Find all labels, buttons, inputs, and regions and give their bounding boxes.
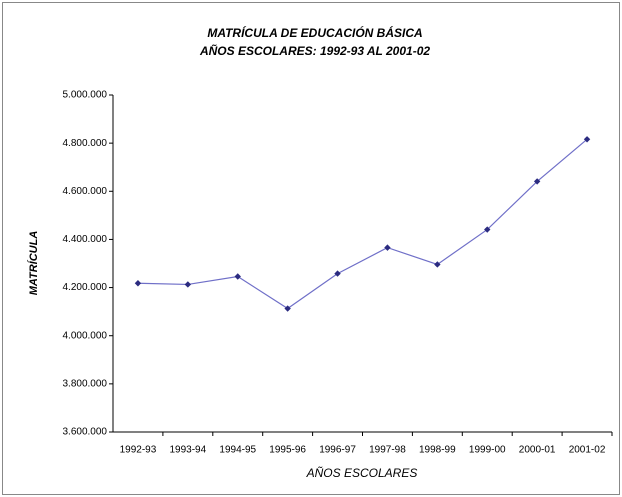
x-tick-label: 1994-95 — [219, 445, 256, 456]
chart-subtitle: AÑOS ESCOLARES: 1992-93 AL 2001-02 — [199, 43, 430, 58]
y-tick-label: 3.600.000 — [63, 427, 108, 438]
x-tick-label: 2000-01 — [519, 445, 556, 456]
data-point — [384, 244, 391, 251]
data-point — [533, 178, 541, 185]
data-point — [484, 226, 491, 233]
y-axis-label: MATRÍCULA — [27, 231, 40, 296]
data-point — [334, 270, 341, 277]
y-tick-label: 4.400.000 — [63, 234, 108, 245]
x-axis-label: AÑOS ESCOLARES — [306, 466, 418, 480]
data-point — [234, 273, 241, 280]
y-tick-label: 4.600.000 — [63, 186, 108, 197]
series-line — [137, 138, 588, 310]
data-point — [434, 261, 441, 268]
chart-title: MATRÍCULA DE EDUCACIÓN BÁSICA — [207, 25, 422, 40]
data-point — [583, 136, 591, 143]
x-tick-label: 2001-02 — [569, 445, 606, 456]
y-tick-label: 4.000.000 — [63, 330, 108, 341]
x-tick-label: 1997-98 — [369, 445, 406, 456]
x-tick-label: 1993-94 — [169, 445, 206, 456]
y-tick-label: 4.200.000 — [63, 282, 108, 293]
data-point — [184, 281, 192, 288]
data-point — [134, 280, 142, 287]
x-tick-label: 1996-97 — [319, 445, 356, 456]
x-tick-label: 1995-96 — [269, 445, 306, 456]
y-tick-label: 4.800.000 — [63, 138, 108, 149]
x-tick-label: 1998-99 — [419, 445, 456, 456]
data-point — [284, 305, 291, 312]
y-tick-label: 5.000.000 — [63, 90, 108, 101]
x-tick-label: 1999-00 — [469, 445, 506, 456]
x-tick-label: 1992-93 — [120, 445, 157, 456]
y-tick-label: 3.800.000 — [63, 378, 108, 389]
